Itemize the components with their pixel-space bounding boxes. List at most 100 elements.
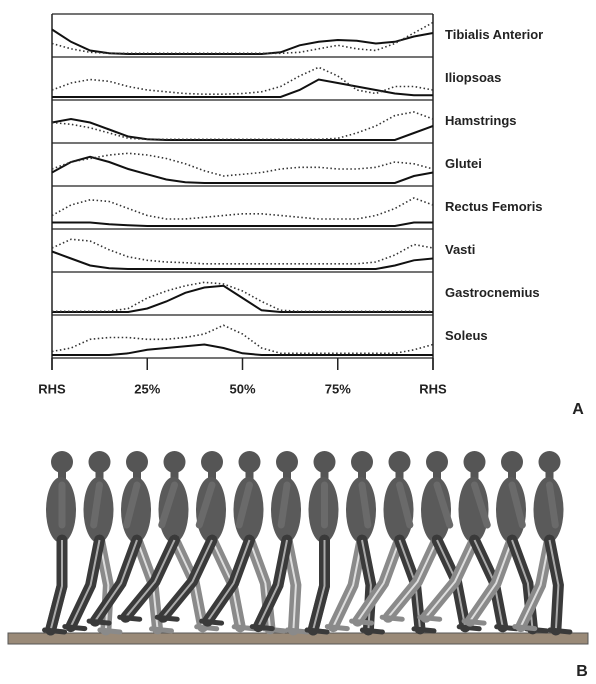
neck — [245, 471, 254, 479]
neck — [395, 471, 404, 479]
neck — [545, 471, 554, 479]
muscle-label: Glutei — [445, 156, 482, 171]
leg-frame — [124, 539, 176, 618]
neck — [358, 471, 366, 479]
foot — [97, 627, 123, 635]
neck — [58, 471, 66, 479]
leg-frame — [519, 539, 551, 628]
foot — [461, 618, 487, 626]
foot — [359, 627, 385, 635]
leg-frame — [257, 539, 288, 628]
leg-frame — [98, 539, 110, 631]
foot — [512, 624, 538, 632]
head — [313, 451, 336, 473]
foot — [411, 626, 437, 634]
foot — [86, 618, 112, 626]
neck — [433, 471, 441, 479]
muscle-label: Hamstrings — [445, 113, 517, 128]
neck — [133, 471, 141, 479]
emg-line — [52, 78, 433, 98]
foot — [379, 614, 405, 622]
torso — [458, 477, 489, 543]
foot — [117, 614, 143, 622]
neck — [320, 471, 329, 479]
muscle-label: Rectus Femoris — [445, 199, 543, 214]
leg — [45, 534, 68, 636]
head — [276, 451, 298, 473]
foot — [304, 627, 330, 635]
emg-line — [51, 152, 434, 177]
foot — [547, 627, 573, 635]
emg-line — [52, 281, 433, 313]
foot — [284, 627, 310, 635]
x-tick-label: RHS — [38, 381, 66, 396]
emg-line — [51, 250, 434, 270]
x-tick-label: 25% — [134, 381, 160, 396]
muscle-label: Soleus — [445, 328, 488, 343]
panel-label: A — [572, 401, 584, 418]
emg-line — [51, 197, 434, 220]
head — [126, 451, 148, 473]
foot — [249, 624, 275, 632]
neck — [470, 471, 479, 479]
foot — [417, 614, 443, 622]
leg-frame — [286, 539, 297, 631]
head — [426, 451, 448, 473]
arm — [158, 481, 178, 529]
neck — [170, 471, 179, 479]
leg-frame — [312, 540, 326, 631]
muscle-label: Gastrocnemius — [445, 285, 540, 300]
foot — [62, 624, 88, 632]
foot — [456, 624, 482, 632]
head — [201, 451, 223, 473]
leg-frame — [548, 539, 560, 631]
emg-line — [52, 284, 433, 313]
arm — [90, 481, 103, 529]
neck — [208, 471, 216, 479]
head — [238, 451, 261, 473]
leg-frame — [69, 539, 101, 628]
foot — [199, 618, 225, 626]
emg-line — [51, 21, 434, 55]
leg-frame — [206, 539, 251, 622]
muscle-label: Vasti — [445, 242, 475, 257]
head — [538, 451, 561, 473]
emg-line — [52, 343, 433, 356]
leg-frame — [49, 540, 63, 631]
leg-frame — [387, 539, 438, 618]
leg-frame — [469, 539, 513, 622]
foot — [194, 624, 220, 632]
leg-frame — [424, 539, 476, 618]
emg-line — [51, 238, 434, 265]
neck — [283, 471, 291, 479]
head — [351, 451, 373, 473]
arm — [235, 481, 253, 529]
emg-line — [51, 155, 434, 184]
arm — [358, 481, 372, 529]
walkers — [42, 451, 573, 636]
muscle-label: Iliopsoas — [445, 70, 501, 85]
emg-line — [51, 324, 434, 355]
head — [501, 451, 523, 473]
torso — [496, 477, 526, 543]
leg-frame — [332, 539, 363, 628]
head — [88, 451, 111, 473]
leg-frame — [361, 539, 372, 631]
torso — [196, 477, 226, 543]
arm — [433, 481, 454, 529]
arm — [277, 481, 291, 529]
ground — [7, 632, 589, 645]
x-tick-label: RHS — [419, 381, 447, 396]
foot — [149, 626, 174, 634]
head — [463, 451, 486, 473]
panel-label: B — [576, 663, 588, 680]
foot — [154, 614, 180, 622]
head — [388, 451, 411, 473]
foot — [349, 618, 375, 626]
emg-line — [51, 111, 434, 141]
emg-line — [51, 117, 434, 141]
arm — [471, 481, 491, 529]
leg-frame — [356, 539, 401, 622]
